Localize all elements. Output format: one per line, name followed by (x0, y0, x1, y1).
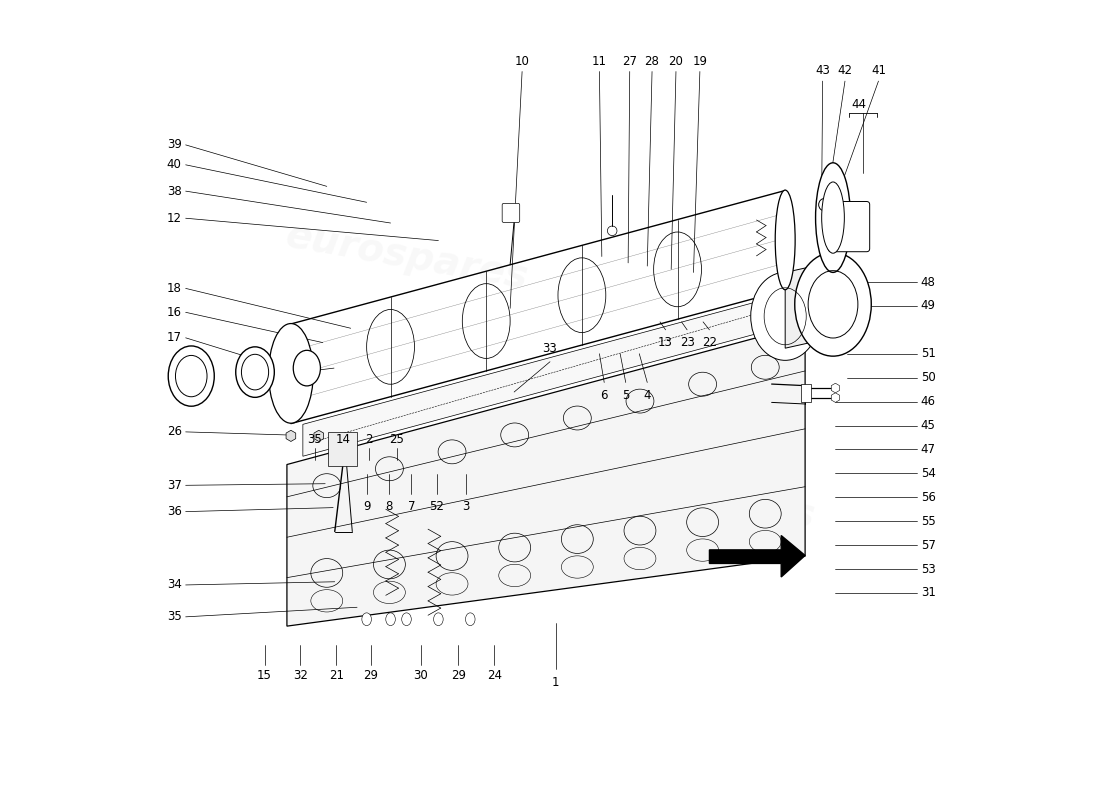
Ellipse shape (235, 347, 274, 398)
Text: 33: 33 (542, 342, 558, 355)
Text: 26: 26 (167, 426, 182, 438)
Text: 22: 22 (702, 336, 717, 350)
Text: 38: 38 (167, 185, 182, 198)
Ellipse shape (815, 162, 850, 273)
Text: 41: 41 (871, 64, 886, 77)
Text: 35: 35 (307, 434, 322, 446)
Text: 14: 14 (336, 434, 350, 446)
Ellipse shape (168, 346, 214, 406)
Text: 52: 52 (429, 501, 444, 514)
Ellipse shape (268, 323, 313, 423)
Text: 23: 23 (680, 336, 694, 350)
Ellipse shape (433, 613, 443, 626)
Text: 10: 10 (515, 54, 529, 67)
Ellipse shape (386, 613, 395, 626)
FancyBboxPatch shape (828, 202, 870, 252)
Ellipse shape (776, 190, 795, 290)
Text: 29: 29 (363, 669, 378, 682)
Text: 43: 43 (815, 64, 830, 77)
Text: 56: 56 (921, 490, 936, 504)
Ellipse shape (176, 355, 207, 397)
Text: 48: 48 (921, 275, 936, 289)
Text: 54: 54 (921, 467, 936, 480)
Ellipse shape (822, 182, 845, 254)
Text: eurospares: eurospares (283, 217, 531, 297)
Text: 46: 46 (921, 395, 936, 408)
Text: 40: 40 (167, 158, 182, 171)
Text: 24: 24 (486, 669, 502, 682)
Text: 51: 51 (921, 347, 936, 360)
Text: 39: 39 (167, 138, 182, 151)
Text: 17: 17 (167, 331, 182, 344)
Text: 7: 7 (407, 501, 415, 514)
FancyBboxPatch shape (503, 203, 519, 222)
Text: 19: 19 (692, 54, 707, 67)
Text: 9: 9 (363, 501, 371, 514)
Text: eurospares: eurospares (569, 456, 817, 536)
Text: 21: 21 (329, 669, 344, 682)
Polygon shape (785, 265, 821, 348)
Ellipse shape (241, 354, 268, 390)
Text: 4: 4 (644, 389, 651, 402)
Text: 15: 15 (257, 669, 272, 682)
Ellipse shape (294, 350, 320, 386)
Polygon shape (710, 535, 805, 577)
Text: 36: 36 (167, 505, 182, 518)
Ellipse shape (362, 613, 372, 626)
Text: 57: 57 (921, 538, 936, 551)
Polygon shape (287, 325, 805, 626)
Text: 47: 47 (921, 443, 936, 456)
Text: 11: 11 (592, 54, 607, 67)
Ellipse shape (794, 253, 871, 356)
Text: 25: 25 (389, 434, 405, 446)
Text: 13: 13 (658, 336, 673, 350)
Text: 44: 44 (851, 98, 867, 111)
Text: 28: 28 (645, 54, 660, 67)
Text: 8: 8 (385, 501, 393, 514)
Text: 18: 18 (167, 282, 182, 295)
Polygon shape (329, 432, 358, 466)
Text: 31: 31 (921, 586, 936, 599)
Text: 20: 20 (669, 54, 683, 67)
Text: 49: 49 (921, 299, 936, 313)
Text: 34: 34 (167, 578, 182, 591)
Text: 53: 53 (921, 562, 935, 575)
Text: 37: 37 (167, 479, 182, 492)
Text: 3: 3 (463, 501, 470, 514)
Text: 1: 1 (552, 676, 559, 689)
Text: 32: 32 (293, 669, 308, 682)
Ellipse shape (402, 613, 411, 626)
Text: 5: 5 (621, 389, 629, 402)
Ellipse shape (750, 272, 820, 360)
Text: 55: 55 (921, 514, 935, 528)
Text: 30: 30 (414, 669, 428, 682)
Text: 12: 12 (167, 212, 182, 225)
Text: 35: 35 (167, 610, 182, 623)
Text: 45: 45 (921, 419, 936, 432)
Text: 29: 29 (451, 669, 465, 682)
Ellipse shape (465, 613, 475, 626)
Text: 16: 16 (167, 306, 182, 319)
Text: 2: 2 (365, 434, 373, 446)
Polygon shape (302, 295, 781, 456)
Text: 6: 6 (601, 389, 608, 402)
Circle shape (818, 198, 832, 211)
Text: 27: 27 (623, 54, 637, 67)
Text: 42: 42 (837, 64, 852, 77)
Text: 50: 50 (921, 371, 935, 384)
FancyBboxPatch shape (801, 384, 811, 402)
